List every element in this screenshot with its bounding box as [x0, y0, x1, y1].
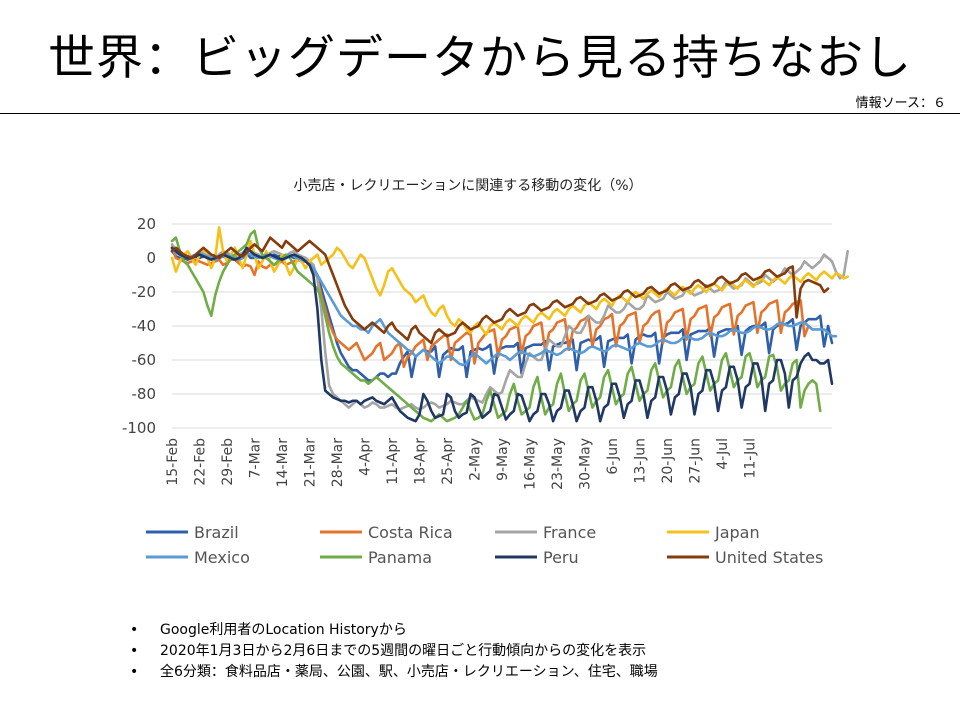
- series-line-brazil: [170, 249, 834, 382]
- bullet-item: 2020年1月3日から2月6日までの5週間の曜日ごと行動傾向からの変化を表示: [128, 641, 658, 662]
- legend-label: Panama: [368, 548, 432, 567]
- source-note: 情報ソース：６: [855, 96, 946, 111]
- legend-label: Brazil: [194, 523, 239, 542]
- x-tick-label: 27-Jun: [688, 438, 704, 484]
- series-line-united-states: [170, 236, 830, 345]
- chart-legend: Brazil Costa Rica France Japan Mexico Panama P…: [146, 523, 823, 567]
- y-tick-label: -100: [122, 419, 156, 437]
- x-tick-label: 16-May: [523, 438, 539, 490]
- x-tick-label: 4-Jul: [715, 438, 731, 470]
- x-tick-label: 20-Jun: [660, 438, 676, 484]
- legend-label: Costa Rica: [368, 523, 453, 542]
- x-axis-ticks: 15-Feb 22-Feb 29-Feb 7-Mar 14-Mar 21-Mar 28-Ma…: [165, 438, 759, 490]
- x-tick-label: 14-Mar: [275, 438, 291, 488]
- x-tick-label: 4-Apr: [358, 438, 374, 476]
- series-lines: [170, 226, 850, 423]
- series-line-peru: [170, 246, 834, 423]
- x-tick-label: 25-Apr: [440, 438, 456, 485]
- legend-label: France: [543, 523, 596, 542]
- x-tick-label: 13-Jun: [633, 438, 649, 484]
- x-tick-label: 7-Mar: [248, 438, 264, 479]
- legend-label: Mexico: [194, 548, 250, 567]
- y-tick-label: 20: [137, 215, 156, 233]
- x-tick-label: 29-Feb: [220, 438, 236, 486]
- x-tick-label: 11-Apr: [385, 438, 401, 485]
- y-tick-label: 0: [146, 249, 156, 267]
- x-tick-label: 22-Feb: [193, 438, 209, 486]
- x-tick-label: 21-Mar: [303, 438, 319, 488]
- x-tick-label: 30-May: [578, 438, 594, 490]
- legend-label: Japan: [714, 523, 760, 542]
- x-tick-label: 15-Feb: [165, 438, 181, 486]
- y-tick-label: -80: [132, 385, 157, 403]
- x-tick-label: 6-Jun: [605, 438, 621, 475]
- legend-label: Peru: [543, 548, 579, 567]
- series-line-japan: [170, 226, 850, 336]
- legend-label: United States: [715, 548, 823, 567]
- y-tick-label: -20: [132, 283, 157, 301]
- mobility-line-chart: 小売店・レクリエーションに関連する移動の変化（%） 20 0 -20 -40 -60 -8…: [122, 177, 850, 567]
- y-tick-label: -40: [132, 317, 157, 335]
- x-tick-label: 9-May: [495, 438, 511, 481]
- bullet-item: Google利用者のLocation Historyから: [128, 620, 658, 641]
- y-tick-label: -60: [132, 351, 157, 369]
- chart-title: 小売店・レクリエーションに関連する移動の変化（%）: [293, 177, 642, 194]
- title-divider: [0, 113, 960, 114]
- bullet-list: Google利用者のLocation Historyから 2020年1月3日から…: [128, 620, 658, 683]
- slide-title: 世界：ビッグデータから見る持ちなおし: [48, 31, 912, 86]
- bullet-item: 全6分類：食料品店・薬局、公園、駅、小売店・レクリエーション、住宅、職場: [128, 662, 658, 683]
- x-tick-label: 11-Jul: [743, 438, 759, 479]
- y-axis-ticks: 20 0 -20 -40 -60 -80 -100: [122, 215, 156, 437]
- x-tick-label: 23-May: [550, 438, 566, 490]
- x-tick-label: 18-Apr: [413, 438, 429, 485]
- x-tick-label: 28-Mar: [330, 438, 346, 488]
- x-tick-label: 2-May: [468, 438, 484, 481]
